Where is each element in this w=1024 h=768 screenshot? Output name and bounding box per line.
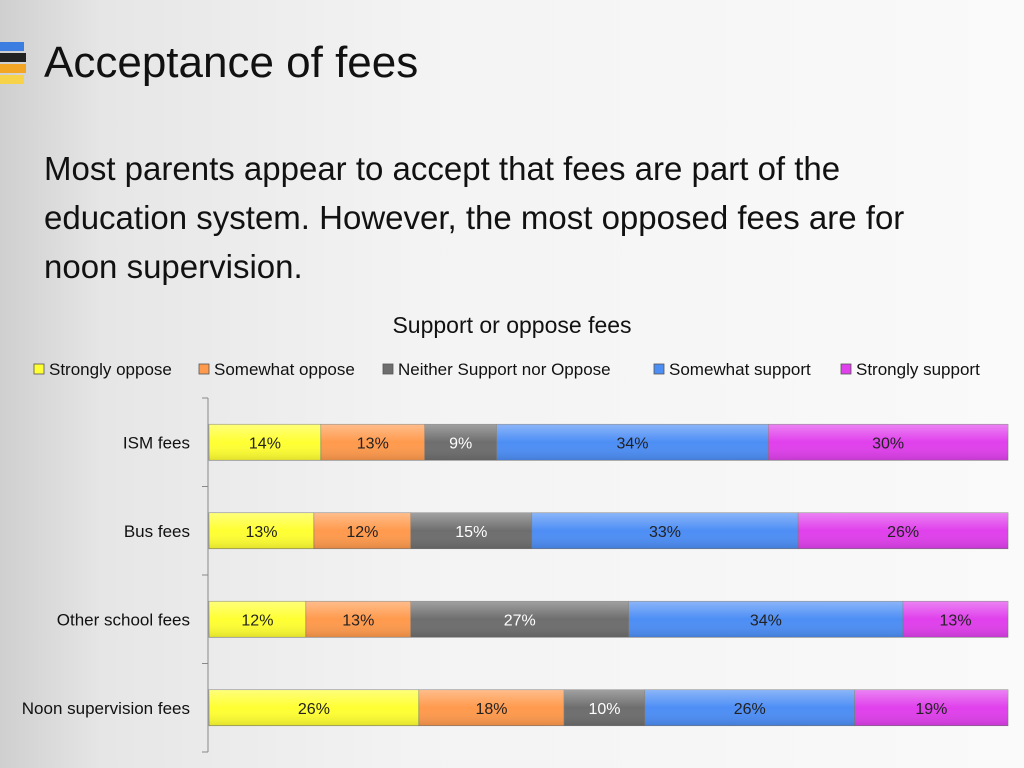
data-label-bus-fees-neither-support-nor-oppose: 15% [455,524,487,541]
bar-segment-shade [644,689,855,726]
chart-axis [202,397,209,753]
bar-segment-shade [209,689,419,726]
slide-accent-icon [0,42,26,86]
chart-legend: Strongly oppose Somewhat oppose Neither Su… [33,360,980,379]
data-label-bus-fees-strongly-oppose: 13% [245,524,277,541]
data-label-ism-fees-strongly-support: 30% [872,435,904,452]
data-label-noon-supervision-fees-strongly-support: 19% [915,701,947,718]
category-label-ism-fees: ISM fees [123,433,190,452]
data-label-ism-fees-strongly-oppose: 14% [249,435,281,452]
legend-label-neither-support-nor-oppose: Neither Support nor Oppose [398,360,611,379]
legend-label-somewhat-oppose: Somewhat oppose [214,360,355,379]
data-label-ism-fees-neither-support-nor-oppose: 9% [449,435,472,452]
data-label-other-school-fees-neither-support-nor-oppose: 27% [504,612,536,629]
bar-segment-shade [628,601,904,638]
legend-swatch-somewhat-support [653,363,665,375]
bar-segment-shade [564,689,645,726]
page-title: Acceptance of fees [44,38,419,87]
legend-label-strongly-support: Strongly support [856,360,980,379]
bar-segment-shade [209,601,306,638]
chart-title: Support or oppose fees [392,312,631,338]
data-label-bus-fees-strongly-support: 26% [887,524,919,541]
bar-segment-shade [418,689,565,726]
category-label-bus-fees: Bus fees [124,522,190,541]
legend-label-somewhat-support: Somewhat support [669,360,811,379]
legend-swatch-strongly-oppose [33,363,45,375]
bar-segment-shade [424,424,497,461]
data-label-bus-fees-somewhat-support: 33% [649,524,681,541]
data-label-other-school-fees-strongly-support: 13% [940,612,972,629]
bar-segment-shade [410,512,532,549]
data-label-noon-supervision-fees-somewhat-oppose: 18% [475,701,507,718]
bar-segment-shade [305,601,411,638]
category-label-noon-supervision-fees: Noon supervision fees [22,699,190,718]
data-label-other-school-fees-somewhat-oppose: 13% [342,612,374,629]
bar-segment-shade [320,424,425,461]
bar-segment-shade [209,512,314,549]
bar-segment-shade [496,424,769,461]
stacked-bar-chart: Support or oppose fees Strongly oppose So… [22,312,1009,753]
slide-subtitle: Most parents appear to accept that fees … [44,150,905,285]
bar-segment-shade [410,601,629,638]
data-label-ism-fees-somewhat-oppose: 13% [357,435,389,452]
bar-segment-shade [209,424,321,461]
data-label-bus-fees-somewhat-oppose: 12% [346,524,378,541]
data-label-noon-supervision-fees-somewhat-support: 26% [734,701,766,718]
data-label-noon-supervision-fees-strongly-oppose: 26% [298,701,330,718]
category-label-other-school-fees: Other school fees [57,610,190,629]
bar-segment-shade [531,512,799,549]
bar-segment-shade [798,512,1008,549]
bar-segment-shade [903,601,1008,638]
data-label-other-school-fees-somewhat-support: 34% [750,612,782,629]
chart-bars: ISM fees 14% 13% 9% 34% 30% Bus fees 13% 12% 15% 3… [22,423,1009,727]
legend-swatch-strongly-support [840,363,852,375]
data-label-noon-supervision-fees-neither-support-nor-oppose: 10% [588,701,620,718]
legend-swatch-somewhat-oppose [198,363,210,375]
data-label-ism-fees-somewhat-support: 34% [616,435,648,452]
bar-segment-shade [768,424,1008,461]
legend-label-strongly-oppose: Strongly oppose [49,360,172,379]
data-label-other-school-fees-strongly-oppose: 12% [241,612,273,629]
bar-segment-shade [313,512,411,549]
bar-segment-shade [854,689,1008,726]
legend-swatch-neither-support-nor-oppose [382,363,394,375]
